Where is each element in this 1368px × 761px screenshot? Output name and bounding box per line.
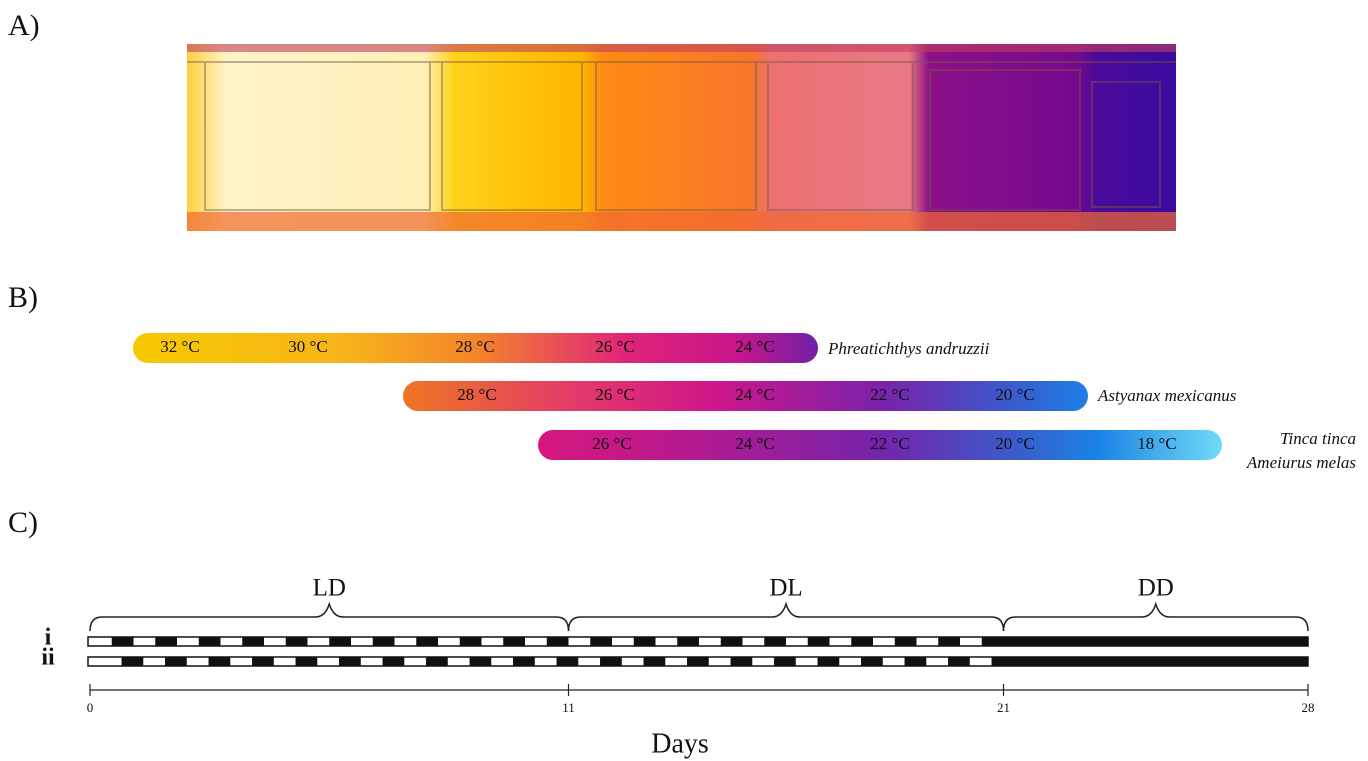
dark-period xyxy=(155,637,177,646)
dark-period xyxy=(470,657,492,666)
dark-period xyxy=(948,657,970,666)
temperature-label: 26 °C xyxy=(595,337,634,356)
dark-period xyxy=(905,657,927,666)
temperature-label: 22 °C xyxy=(870,385,909,404)
dark-period xyxy=(808,637,830,646)
dark-period xyxy=(209,657,231,666)
dark-period xyxy=(426,657,448,666)
row-label: ii xyxy=(41,645,55,671)
dark-period xyxy=(774,657,796,666)
temperature-label: 26 °C xyxy=(592,434,631,453)
dark-period xyxy=(339,657,361,666)
tick-label: 11 xyxy=(562,700,575,715)
panel-label: C) xyxy=(8,506,38,539)
dark-period xyxy=(547,637,569,646)
dark-period xyxy=(1004,657,1309,666)
dark-period xyxy=(677,637,699,646)
dark-period xyxy=(513,657,535,666)
species-name: Astyanax mexicanus xyxy=(1097,386,1237,405)
species-name: Ameiurus melas xyxy=(1246,453,1356,472)
dark-period xyxy=(286,637,308,646)
dark-period xyxy=(252,657,274,666)
dark-period xyxy=(644,657,666,666)
axis-title: Days xyxy=(651,728,709,759)
dark-period xyxy=(329,637,351,646)
dark-period xyxy=(557,657,579,666)
tick-label: 28 xyxy=(1302,700,1315,715)
temperature-label: 28 °C xyxy=(455,337,494,356)
phase-brace xyxy=(1004,604,1309,631)
temperature-label: 20 °C xyxy=(995,385,1034,404)
temperature-label: 28 °C xyxy=(457,385,496,404)
dark-period xyxy=(895,637,917,646)
dark-period xyxy=(982,637,1004,646)
phase-brace xyxy=(569,604,1004,631)
phase-label: LD xyxy=(313,575,346,602)
species-name: Phreatichthys andruzzii xyxy=(827,339,990,358)
dark-period xyxy=(600,657,622,666)
dark-period xyxy=(503,637,525,646)
dark-period xyxy=(383,657,405,666)
temperature-label: 32 °C xyxy=(160,337,199,356)
temperature-label: 18 °C xyxy=(1137,434,1176,453)
dark-period xyxy=(861,657,883,666)
dark-period xyxy=(373,637,395,646)
dark-period xyxy=(242,637,264,646)
dark-period xyxy=(731,657,753,666)
temperature-label: 24 °C xyxy=(735,385,774,404)
dark-period xyxy=(416,637,438,646)
temperature-label: 20 °C xyxy=(995,434,1034,453)
temperature-label: 24 °C xyxy=(735,434,774,453)
figure: A) B) C) 32 °C 30 °C 28 °C 26 °C 24 °C Phreat… xyxy=(0,0,1368,761)
temperature-label: 26 °C xyxy=(595,385,634,404)
temperature-label: 30 °C xyxy=(288,337,327,356)
species-name: Tinca tinca xyxy=(1280,429,1356,448)
tick-label: 21 xyxy=(997,700,1010,715)
temperature-label: 24 °C xyxy=(735,337,774,356)
dark-period xyxy=(296,657,318,666)
dark-period xyxy=(992,657,1004,666)
dark-period xyxy=(165,657,187,666)
dark-period xyxy=(818,657,840,666)
dark-period xyxy=(721,637,743,646)
dark-period xyxy=(634,637,656,646)
panel-label: A) xyxy=(8,9,40,42)
tick-label: 0 xyxy=(87,700,94,715)
phase-label: DD xyxy=(1138,575,1174,602)
thermal-image xyxy=(187,44,1176,231)
dark-period xyxy=(112,637,134,646)
dark-period xyxy=(590,637,612,646)
phase-label: DL xyxy=(769,575,802,602)
dark-period xyxy=(687,657,709,666)
dark-period xyxy=(1004,637,1309,646)
dark-period xyxy=(460,637,482,646)
dark-period xyxy=(851,637,873,646)
temperature-label: 22 °C xyxy=(870,434,909,453)
panel-label: B) xyxy=(8,281,38,314)
phase-brace xyxy=(90,604,569,631)
dark-period xyxy=(938,637,960,646)
dark-period xyxy=(199,637,221,646)
dark-period xyxy=(122,657,144,666)
dark-period xyxy=(764,637,786,646)
